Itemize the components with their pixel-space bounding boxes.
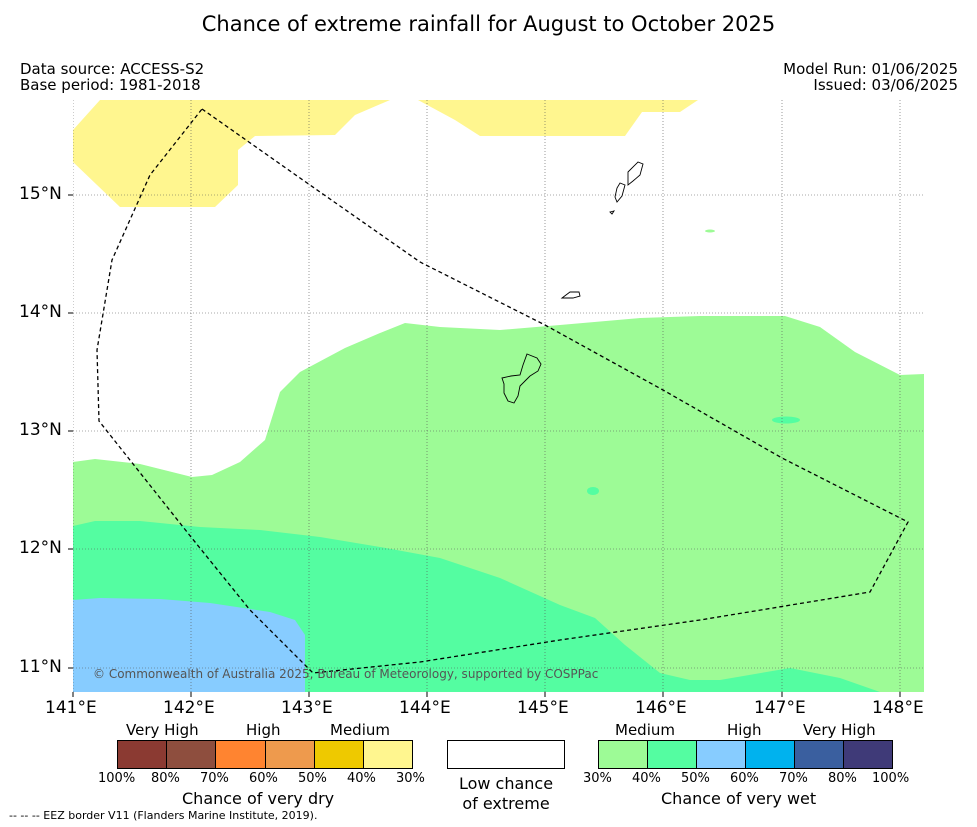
low-chance-label-line2: of extreme (462, 794, 550, 813)
wet-speck-3 (705, 229, 715, 233)
dry-swatch-4 (265, 741, 315, 768)
tinian-island (614, 182, 626, 203)
wet-tick-60: 60% (730, 771, 759, 786)
wet-tick-100: 100% (872, 771, 910, 786)
wet-tick-70: 70% (779, 771, 808, 786)
wet-tick-40: 40% (632, 771, 661, 786)
islands (501, 161, 644, 404)
dry-category-medium: Medium (330, 721, 390, 739)
wet-colorbar (598, 740, 893, 769)
dry-tick-100: 100% (98, 771, 136, 786)
chart-title: Chance of extreme rainfall for August to… (201, 12, 776, 36)
issued-date: Issued: 03/06/2025 (813, 76, 958, 94)
dry-swatch-5 (314, 741, 364, 768)
wet-tick-50: 50% (681, 771, 710, 786)
lon-label-147e: 147°E (754, 698, 806, 718)
eez-footnote: -- -- -- EEZ border V11 (Flanders Marine… (9, 809, 318, 822)
aguijan-island (609, 210, 616, 215)
wet-speck-1 (772, 416, 800, 424)
lon-label-148e: 148°E (872, 698, 924, 718)
lat-label-12n: 12°N (19, 538, 62, 558)
dry-swatch-3 (216, 741, 266, 768)
eez-border-line (96, 108, 909, 674)
dry-medium-region-west (73, 100, 390, 207)
dry-legend-title: Chance of very dry (182, 789, 335, 808)
lat-label-14n: 14°N (19, 302, 62, 322)
lon-label-146e: 146°E (635, 698, 687, 718)
wet-category-very-high: Very High (803, 721, 876, 739)
wet-swatch-4 (746, 741, 795, 768)
wet-swatch-3 (697, 741, 746, 768)
wet-very-high-region (73, 598, 305, 692)
dry-category-very-high: Very High (126, 721, 199, 739)
wet-swatch-6 (844, 741, 892, 768)
lon-label-145e: 145°E (517, 698, 569, 718)
rota-island (560, 291, 581, 299)
data-source: Data source: ACCESS-S2 (20, 60, 205, 78)
wet-category-high: High (727, 721, 762, 739)
dry-tick-60: 60% (249, 771, 278, 786)
wet-swatch-2 (648, 741, 697, 768)
wet-swatch-5 (795, 741, 844, 768)
wet-swatch-1 (599, 741, 648, 768)
wet-category-medium: Medium (615, 721, 675, 739)
dry-tick-30: 30% (396, 771, 425, 786)
lon-label-141e: 141°E (45, 698, 97, 718)
dry-swatch-6 (363, 741, 413, 768)
model-run: Model Run: 01/06/2025 (783, 60, 958, 78)
base-period: Base period: 1981-2018 (20, 76, 201, 94)
dry-tick-70: 70% (200, 771, 229, 786)
wet-speck-2 (587, 487, 599, 495)
dry-medium-region-north (418, 100, 698, 136)
dry-colorbar (117, 740, 413, 769)
dry-category-high: High (246, 721, 281, 739)
wet-tick-80: 80% (828, 771, 857, 786)
lon-label-143e: 143°E (281, 698, 333, 718)
dry-tick-50: 50% (298, 771, 327, 786)
grid-lines (73, 100, 924, 692)
axis-ticks (68, 194, 901, 697)
guam-island (501, 353, 542, 404)
lat-label-13n: 13°N (19, 420, 62, 440)
wet-tick-30: 30% (583, 771, 612, 786)
dry-tick-40: 40% (347, 771, 376, 786)
copyright-text: © Commonwealth of Australia 2025, Bureau… (93, 667, 599, 681)
saipan-island (627, 161, 644, 186)
lat-label-11n: 11°N (19, 657, 62, 677)
dry-swatch-1 (118, 741, 168, 768)
low-chance-label-line1: Low chance (458, 774, 554, 793)
lon-label-144e: 144°E (399, 698, 451, 718)
lat-label-15n: 15°N (19, 184, 62, 204)
wet-legend-title: Chance of very wet (661, 789, 817, 808)
low-chance-swatch (447, 740, 565, 769)
dry-tick-80: 80% (151, 771, 180, 786)
dry-swatch-2 (167, 741, 217, 768)
lon-label-142e: 142°E (163, 698, 215, 718)
